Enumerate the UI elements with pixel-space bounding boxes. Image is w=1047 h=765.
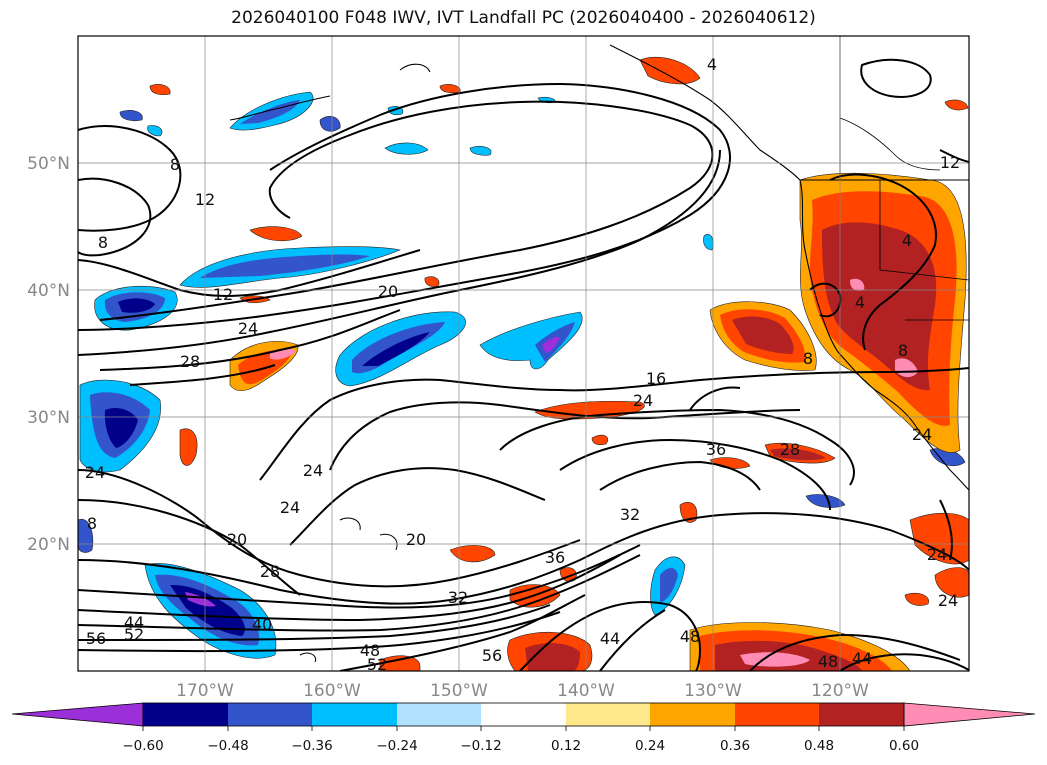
longitude-labels: 170°W 160°W 150°W 140°W 130°W 120°W <box>176 681 869 701</box>
lon-label: 140°W <box>557 681 615 701</box>
contour-label: 20 <box>227 530 247 549</box>
contour-label: 12 <box>213 285 233 304</box>
contour-label: 8 <box>170 155 180 174</box>
colorbar-tick-label: −0.24 <box>376 738 417 754</box>
lon-label: 150°W <box>430 681 488 701</box>
colorbar-segment <box>143 703 228 726</box>
contour-label: 8 <box>803 349 813 368</box>
patch-18n-east <box>650 556 686 616</box>
patch-37n-coast-offshore <box>709 301 817 371</box>
contour-label: 56 <box>482 646 502 665</box>
positive-anomaly-patches <box>149 56 969 671</box>
patch-35n-central <box>335 311 466 387</box>
patch-16n-southwest <box>144 563 277 659</box>
lat-label: 30°N <box>27 408 70 428</box>
contour-label: 36 <box>706 440 726 459</box>
colorbar-min-arrow <box>11 702 144 727</box>
contour-label: 44 <box>600 629 620 648</box>
contour-label: 32 <box>448 588 468 607</box>
contour-label: 12 <box>195 190 215 209</box>
colorbar-tick-label: 0.12 <box>551 738 581 754</box>
contour-label: 24 <box>280 498 300 517</box>
colorbar-tick-label: −0.36 <box>291 738 332 754</box>
map-title: 2026040100 F048 IWV, IVT Landfall PC (20… <box>231 8 816 28</box>
lon-label: 170°W <box>176 681 234 701</box>
patch-29n-west <box>179 428 198 466</box>
colorbar-tick-label: 0.48 <box>804 738 834 754</box>
contour-label: 48 <box>818 652 838 671</box>
contour-label: 28 <box>260 562 280 581</box>
contour-label: 56 <box>86 629 106 648</box>
contour-label: 24 <box>238 319 258 338</box>
colorbar-segment <box>566 703 650 726</box>
lat-label: 40°N <box>27 281 70 301</box>
contour-label: 4 <box>902 231 912 250</box>
contour-label: 24 <box>938 591 958 610</box>
negative-anomaly-patches <box>78 91 966 659</box>
contour-label: 24 <box>912 425 932 444</box>
colorbar-segment <box>481 703 566 726</box>
contour-labels: 8 12 8 12 20 24 28 16 24 36 28 24 24 20 … <box>85 55 960 674</box>
patch-north-central <box>229 91 314 131</box>
contour-label: 28 <box>780 440 800 459</box>
colorbar-tick-label: −0.48 <box>207 738 248 754</box>
colorbar-tick-label: 0.24 <box>635 738 665 754</box>
contour-label: 4 <box>855 293 865 312</box>
lon-label: 160°W <box>303 681 361 701</box>
contour-label: 48 <box>680 627 700 646</box>
lon-label: 120°W <box>811 681 869 701</box>
contour-label: 4 <box>707 55 717 74</box>
patch-36n-east <box>479 311 583 370</box>
contour-label: 44 <box>852 649 872 668</box>
colorbar-tick-label: 0.60 <box>889 738 919 754</box>
contour-label: 48 <box>360 641 380 660</box>
contour-label: 20 <box>406 530 426 549</box>
latitude-labels: 50°N 40°N 30°N 20°N <box>27 154 70 555</box>
colorbar-tick-label: −0.12 <box>460 738 501 754</box>
contour-label: 24 <box>303 461 323 480</box>
colorbar-tick-marks <box>142 726 905 731</box>
colorbar-segment <box>228 703 312 726</box>
colorbar-segment <box>650 703 735 726</box>
contour-label: 8 <box>98 233 108 252</box>
contour-lines <box>78 58 969 671</box>
lat-label: 50°N <box>27 154 70 174</box>
coastlines <box>229 36 969 663</box>
contour-label: 12 <box>940 153 960 172</box>
colorbar-tick-label: −0.60 <box>122 738 163 754</box>
colorbar-segment <box>819 703 904 726</box>
contour-label: 36 <box>545 548 565 567</box>
contour-label: 24 <box>85 463 105 482</box>
lat-label: 20°N <box>27 535 70 555</box>
colorbar-max-arrow <box>903 702 1036 727</box>
colorbar-tick-label: 0.36 <box>720 738 750 754</box>
contour-label: 32 <box>620 505 640 524</box>
contour-label: 52 <box>367 655 387 674</box>
colorbar: −0.60 −0.48 −0.36 −0.24 −0.12 0.12 0.24 … <box>11 702 1036 754</box>
contour-label: 24 <box>633 391 653 410</box>
contour-label: 44 <box>124 613 144 632</box>
contour-label: 8 <box>87 514 97 533</box>
patch-south-coast-mexico <box>904 512 969 606</box>
map-border <box>77 35 970 672</box>
contour-label: 52 <box>124 625 144 644</box>
colorbar-segment <box>735 703 819 726</box>
colorbar-segment <box>397 703 481 726</box>
contour-label: 20 <box>378 282 398 301</box>
contour-label: 40 <box>252 615 272 634</box>
gridlines <box>78 36 969 671</box>
contour-label: 28 <box>180 352 200 371</box>
contour-label: 16 <box>646 369 666 388</box>
colorbar-segment <box>312 703 397 726</box>
patch-30n-far-west <box>79 379 161 473</box>
lon-label: 130°W <box>684 681 742 701</box>
contour-label: 8 <box>898 341 908 360</box>
contour-label: 24 <box>927 545 947 564</box>
patch-42n-west <box>179 246 402 288</box>
